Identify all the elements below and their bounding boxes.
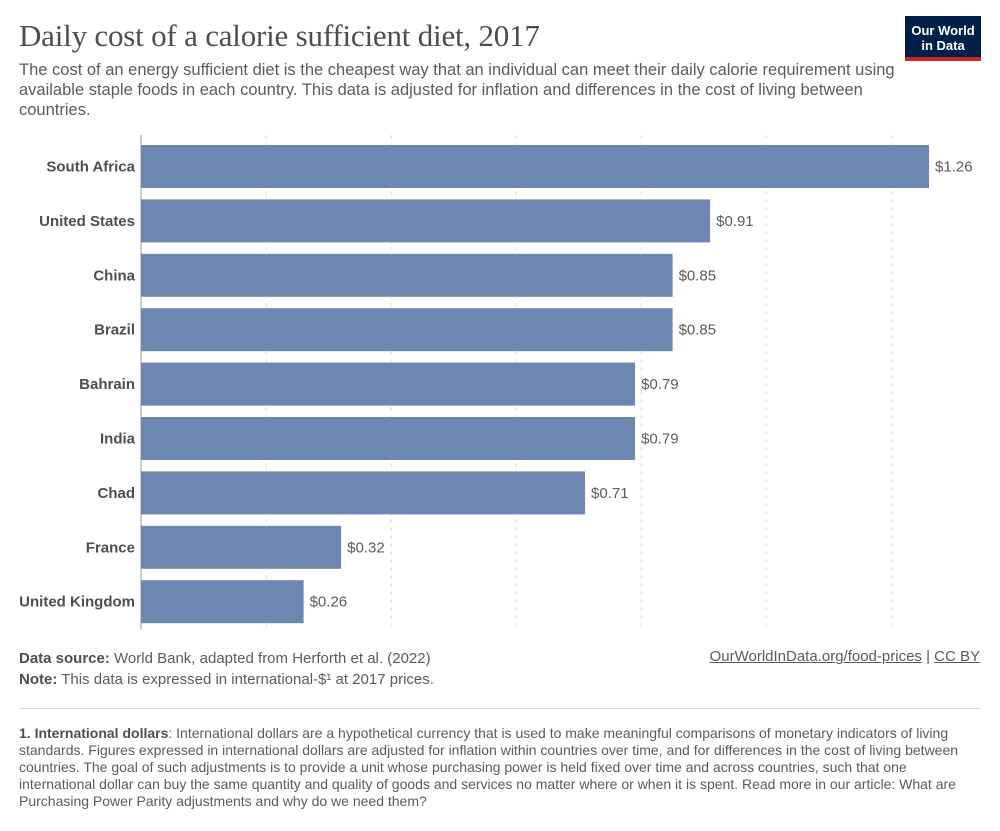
footnote-label: 1. International dollars	[19, 725, 169, 741]
category-label: United States	[39, 213, 135, 230]
value-label: $0.79	[641, 376, 679, 393]
bar[interactable]	[141, 471, 586, 515]
value-label: $0.71	[591, 485, 629, 502]
category-label: India	[100, 431, 136, 448]
value-label: $0.32	[347, 539, 385, 556]
footnote: 1. International dollars: International …	[19, 725, 979, 810]
url-separator: |	[921, 648, 935, 665]
bars: South Africa $1.26 United States $0.91 China…	[19, 145, 973, 624]
value-label: $0.91	[716, 213, 754, 230]
source-text: World Bank, adapted from Herforth et al.…	[109, 650, 431, 667]
bar[interactable]	[141, 417, 636, 460]
chart-title: Daily cost of a calorie sufficient diet,…	[19, 18, 540, 53]
bar[interactable]	[141, 308, 673, 352]
bar[interactable]	[141, 362, 636, 406]
value-label: $0.79	[641, 431, 679, 448]
source-block: Data source: World Bank, adapted from He…	[19, 648, 434, 690]
category-label: Brazil	[94, 322, 135, 339]
category-label: Chad	[98, 485, 136, 502]
category-label: Bahrain	[79, 376, 135, 393]
value-label: $0.85	[679, 322, 717, 339]
value-label: $0.85	[679, 267, 717, 284]
note-text: This data is expressed in international-…	[57, 671, 434, 688]
bar-chart: South Africa $1.26 United States $0.91 China…	[19, 135, 973, 630]
source-line: Data source: World Bank, adapted from He…	[19, 648, 434, 669]
source-label: Data source:	[19, 650, 110, 667]
url-block: OurWorldInData.org/food-prices | CC BY	[710, 648, 980, 665]
owid-logo[interactable]: Our World in Data	[905, 16, 981, 61]
logo-line-1: Our World	[911, 23, 975, 38]
bar[interactable]	[141, 525, 342, 569]
bar[interactable]	[141, 199, 711, 243]
category-label: United Kingdom	[19, 594, 135, 611]
category-label: South Africa	[46, 159, 135, 176]
chart-subtitle: The cost of an energy sufficient diet is…	[19, 61, 895, 119]
footnote-divider	[19, 708, 981, 709]
value-label: $1.26	[935, 159, 973, 176]
category-label: China	[93, 267, 135, 284]
license-link[interactable]: CC BY	[934, 648, 980, 665]
bar[interactable]	[141, 253, 673, 297]
value-label: $0.26	[310, 594, 348, 611]
bar[interactable]	[141, 145, 930, 188]
category-label: France	[86, 539, 135, 556]
bar[interactable]	[141, 580, 304, 624]
footnote-text: : International dollars are a hypothetic…	[19, 725, 959, 809]
source-url-link[interactable]: OurWorldInData.org/food-prices	[709, 648, 922, 665]
logo-line-2: in Data	[921, 38, 965, 53]
note-label: Note:	[19, 671, 58, 688]
note-line: Note: This data is expressed in internat…	[19, 669, 434, 690]
